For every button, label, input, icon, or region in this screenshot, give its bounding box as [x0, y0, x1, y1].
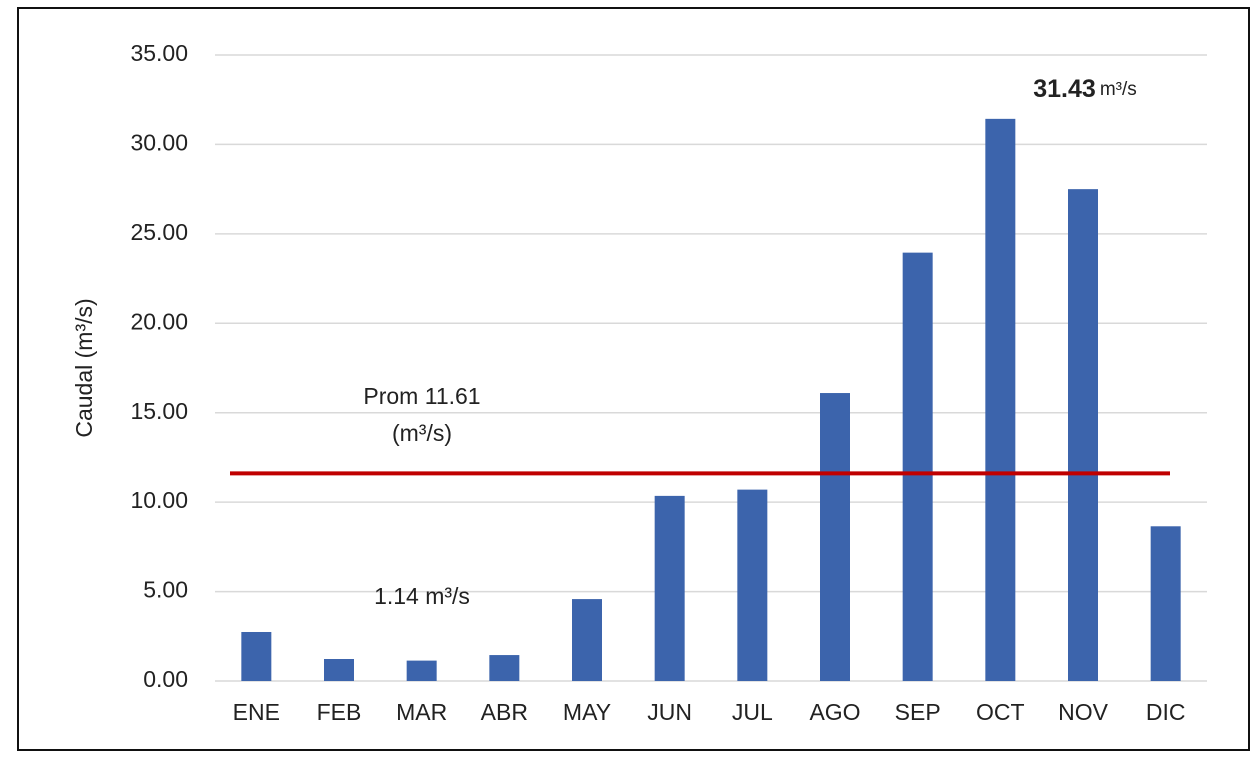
y-axis-label: Caudal (m³/s) [71, 298, 97, 437]
bar [654, 495, 685, 681]
bar [489, 655, 520, 681]
bar [324, 659, 354, 681]
y-tick-label: 25.00 [130, 219, 188, 245]
x-tick-label: FEB [317, 699, 362, 725]
annotation-value: 31.43 [1033, 75, 1096, 103]
y-tick-label: 5.00 [143, 577, 188, 603]
bar [737, 489, 768, 681]
reference-label: Prom 11.61 [363, 383, 480, 409]
y-tick-label: 0.00 [143, 666, 188, 692]
y-tick-label: 30.00 [130, 130, 188, 156]
y-tick-label: 20.00 [130, 308, 188, 334]
x-tick-label: JUN [647, 699, 692, 725]
bar [820, 393, 850, 681]
x-tick-label: SEP [895, 699, 941, 725]
bar [406, 660, 437, 681]
x-tick-label: OCT [976, 699, 1025, 725]
x-tick-label: MAY [563, 699, 611, 725]
chart-frame [17, 7, 1250, 751]
x-tick-label: JUL [732, 699, 773, 725]
x-tick-label: DIC [1146, 699, 1186, 725]
bar [241, 631, 272, 681]
x-tick-label: ABR [481, 699, 528, 725]
y-tick-label: 35.00 [130, 40, 188, 66]
reference-label: (m³/s) [392, 420, 452, 446]
y-tick-label: 15.00 [130, 398, 188, 424]
y-tick-label: 10.00 [130, 487, 188, 513]
bar [902, 252, 933, 681]
annotation: 1.14 m³/s [374, 583, 470, 609]
bar [1068, 189, 1098, 681]
x-tick-label: ENE [233, 699, 280, 725]
annotation: 31.43 m³/s [1033, 75, 1137, 103]
bar [1150, 526, 1181, 681]
x-tick-label: MAR [396, 699, 447, 725]
annotation-unit: m³/s [1100, 79, 1137, 100]
bar [985, 118, 1016, 682]
bar [572, 599, 602, 681]
x-tick-label: NOV [1058, 699, 1109, 725]
x-tick-label: AGO [809, 699, 860, 725]
